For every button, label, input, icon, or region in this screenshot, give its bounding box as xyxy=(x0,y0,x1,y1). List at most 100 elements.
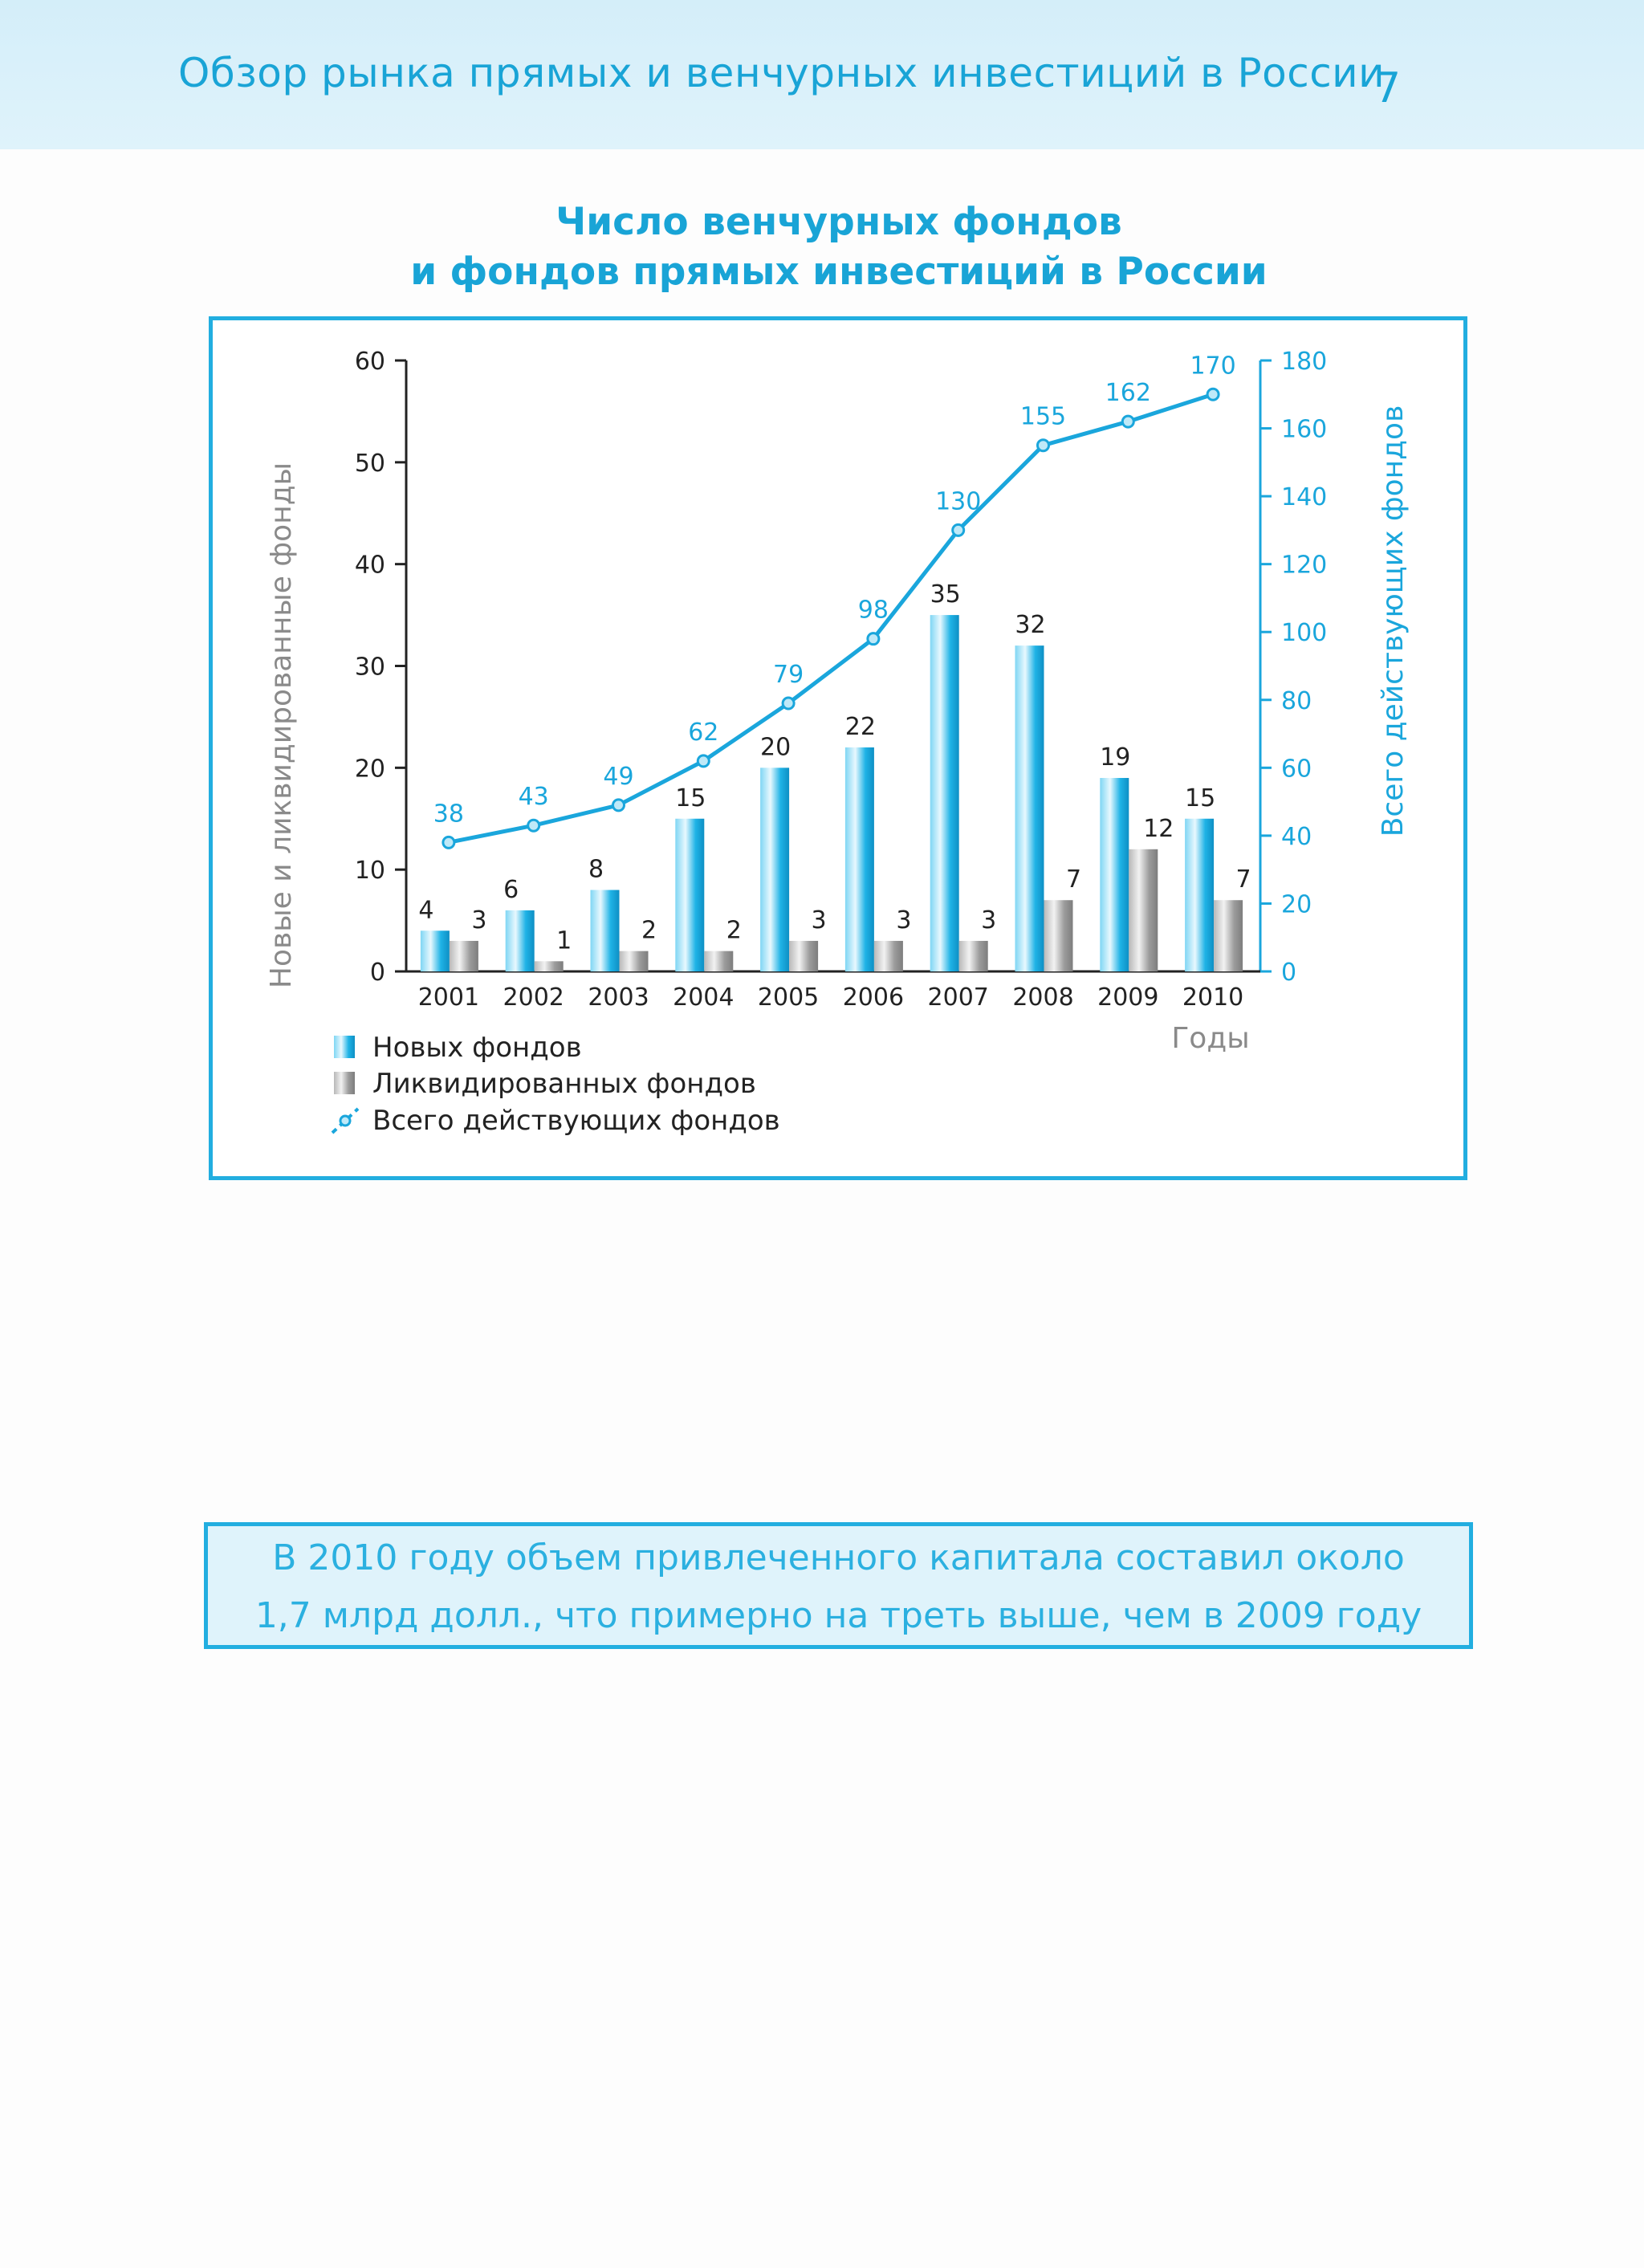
bar-new-value-label: 20 xyxy=(760,733,791,761)
bar-liquidated-value-label: 7 xyxy=(1236,865,1251,894)
x-tick-label: 2006 xyxy=(843,983,904,1012)
x-tick-label: 2010 xyxy=(1182,983,1243,1012)
bar-liquidated-funds xyxy=(619,951,649,971)
header-band: Обзор рынка прямых и венчурных инвестици… xyxy=(0,0,1644,149)
bar-liquidated-funds xyxy=(958,940,988,971)
legend-swatch-new xyxy=(334,1036,355,1058)
bar-new-funds xyxy=(420,930,450,971)
bar-new-value-label: 22 xyxy=(845,713,876,741)
line-total-value-label: 38 xyxy=(433,800,464,828)
left-tick-label: 0 xyxy=(370,959,385,987)
right-tick-label: 60 xyxy=(1281,755,1312,783)
bar-liquidated-value-label: 3 xyxy=(981,906,996,934)
line-total-value-label: 62 xyxy=(688,719,718,747)
x-tick-label: 2001 xyxy=(418,983,479,1012)
line-total-funds xyxy=(448,392,1214,845)
line-total-point xyxy=(1121,414,1135,429)
left-tick-label: 20 xyxy=(355,755,385,783)
bar-liquidated-funds xyxy=(789,940,819,971)
bar-new-value-label: 15 xyxy=(675,784,706,812)
bar-new-value-label: 4 xyxy=(418,896,433,924)
line-total-point xyxy=(527,818,541,833)
line-total-point xyxy=(1206,387,1220,401)
legend-swatch-total-point xyxy=(339,1114,352,1127)
x-axis-title: Годы xyxy=(1171,1022,1249,1055)
bar-liquidated-funds xyxy=(704,951,734,971)
x-tick-label: 2003 xyxy=(588,983,649,1012)
right-tick-label: 160 xyxy=(1281,416,1327,444)
x-tick-label: 2005 xyxy=(758,983,819,1012)
bar-new-funds xyxy=(1185,818,1215,971)
right-tick-label: 0 xyxy=(1281,959,1296,987)
bar-new-funds xyxy=(590,890,620,971)
line-total-value-label: 49 xyxy=(603,763,633,791)
bar-liquidated-value-label: 3 xyxy=(896,906,911,934)
line-total-value-label: 130 xyxy=(935,487,981,515)
bar-liquidated-value-label: 2 xyxy=(641,917,657,945)
y-axis-left-title: Новые и ликвидированные фонды xyxy=(265,462,298,988)
bar-new-value-label: 35 xyxy=(930,580,961,609)
chart-frame xyxy=(209,316,1467,1180)
right-tick-label: 180 xyxy=(1281,348,1327,376)
line-total-point xyxy=(696,754,710,768)
line-total-value-label: 43 xyxy=(519,783,549,811)
right-tick-label: 120 xyxy=(1281,552,1327,580)
bar-liquidated-value-label: 3 xyxy=(471,906,486,934)
legend-label-total: Всего действующих фондов xyxy=(372,1105,780,1137)
x-tick-label: 2008 xyxy=(1012,983,1073,1012)
bar-new-funds xyxy=(1100,778,1129,971)
note-line-1: В 2010 году объем привлеченного капитала… xyxy=(272,1537,1405,1578)
bar-new-funds xyxy=(1015,645,1044,971)
x-tick-label: 2007 xyxy=(928,983,989,1012)
line-total-value-label: 155 xyxy=(1020,403,1066,431)
chart-title-line2: и фондов прямых инвестиций в России xyxy=(410,250,1268,294)
bar-new-funds xyxy=(844,747,874,971)
bar-liquidated-value-label: 12 xyxy=(1143,815,1174,843)
bar-new-value-label: 8 xyxy=(588,856,604,884)
right-tick-label: 20 xyxy=(1281,890,1312,918)
bar-new-funds xyxy=(760,768,790,971)
line-total-point xyxy=(1036,438,1050,453)
note-line-2: 1,7 млрд долл., что примерно на треть вы… xyxy=(254,1595,1422,1636)
bar-new-value-label: 32 xyxy=(1015,611,1045,639)
bar-liquidated-funds xyxy=(1129,849,1158,971)
x-tick-label: 2004 xyxy=(673,983,734,1012)
x-tick-label: 2002 xyxy=(503,983,564,1012)
bar-new-value-label: 6 xyxy=(503,876,519,904)
chart-title-line1: Число венчурных фондов xyxy=(555,200,1122,244)
right-tick-label: 100 xyxy=(1281,619,1327,647)
bar-liquidated-funds xyxy=(1214,900,1243,971)
right-tick-label: 140 xyxy=(1281,483,1327,511)
right-tick-label: 80 xyxy=(1281,687,1312,715)
bar-liquidated-value-label: 3 xyxy=(812,906,827,934)
line-total-point xyxy=(442,835,456,849)
bar-new-value-label: 15 xyxy=(1185,784,1215,812)
bar-liquidated-value-label: 2 xyxy=(726,917,742,945)
note-box: В 2010 году объем привлеченного капитала… xyxy=(204,1522,1473,1649)
bar-liquidated-funds xyxy=(873,940,903,971)
legend-label-new: Новых фондов xyxy=(372,1032,582,1064)
bar-liquidated-value-label: 7 xyxy=(1066,865,1081,894)
legend-label-liquidated: Ликвидированных фондов xyxy=(372,1068,756,1100)
line-total-point xyxy=(612,798,625,812)
line-total-value-label: 162 xyxy=(1105,379,1151,407)
bar-new-funds xyxy=(505,910,535,971)
legend-swatch-liquidated xyxy=(334,1072,355,1094)
line-total-value-label: 170 xyxy=(1190,352,1235,380)
x-tick-label: 2009 xyxy=(1097,983,1158,1012)
y-axis-right-title: Всего действующих фондов xyxy=(1377,405,1410,837)
left-tick-label: 60 xyxy=(355,348,385,376)
bar-new-funds xyxy=(675,818,705,971)
right-tick-label: 40 xyxy=(1281,823,1312,851)
chart-title: Число венчурных фондов и фондов прямых и… xyxy=(0,197,1644,297)
header-title: Обзор рынка прямых и венчурных инвестици… xyxy=(178,50,1386,96)
bar-liquidated-funds xyxy=(449,940,478,971)
bar-liquidated-funds xyxy=(1044,900,1073,971)
line-total-point xyxy=(781,696,796,711)
line-total-value-label: 98 xyxy=(858,597,889,625)
line-total-value-label: 79 xyxy=(773,661,804,689)
left-tick-label: 30 xyxy=(355,654,385,682)
line-total-point xyxy=(951,523,966,537)
left-tick-label: 10 xyxy=(355,857,385,885)
bar-liquidated-value-label: 1 xyxy=(556,926,572,955)
